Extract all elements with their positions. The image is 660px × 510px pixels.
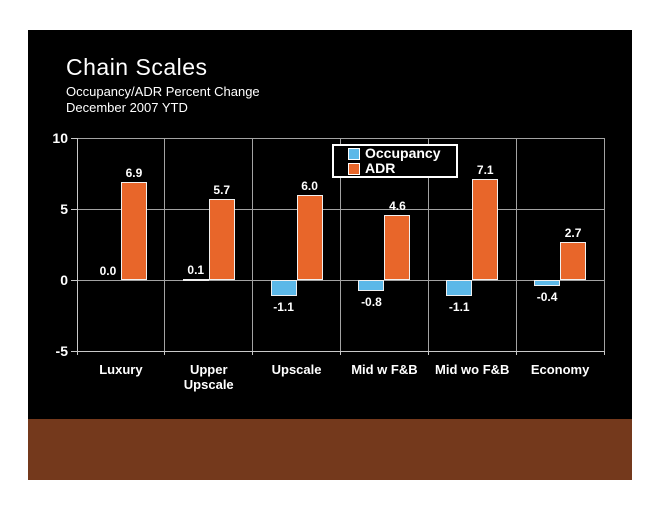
slide-subtitle-line1: Occupancy/ADR Percent Change — [66, 84, 260, 99]
category-label-6: Economy — [530, 362, 590, 377]
bar-value-label: -0.4 — [536, 289, 558, 304]
chart-legend: Occupancy ADR — [332, 144, 458, 178]
bar-adr-2 — [296, 194, 323, 280]
bar-value-label: 4.6 — [389, 198, 406, 213]
legend-swatch-adr-icon — [348, 162, 360, 175]
bar-value-label: 0.1 — [187, 262, 205, 277]
slide-subtitle-line2: December 2007 YTD — [66, 100, 188, 115]
gridline-vertical — [340, 138, 341, 351]
bar-adr-1 — [208, 199, 235, 280]
x-axis-tick — [252, 351, 254, 355]
bar-value-label: -1.1 — [273, 299, 294, 314]
bar-occupancy-3 — [358, 280, 385, 292]
y-axis-line — [76, 138, 78, 351]
gridline-vertical — [252, 138, 254, 351]
y-axis-tick-label: 5 — [60, 201, 68, 217]
slide-title: Chain Scales — [66, 54, 208, 80]
x-axis-tick — [515, 351, 517, 355]
category-label-5: Mid wo F&B — [435, 362, 510, 377]
x-axis-tick — [603, 351, 605, 355]
legend-item-adr: ADR — [348, 161, 456, 176]
gridline-vertical — [427, 138, 429, 351]
bar-occupancy-4 — [446, 280, 473, 296]
bar-occupancy-1 — [182, 278, 209, 281]
legend-swatch-occupancy-icon — [348, 147, 360, 160]
x-axis-tick — [427, 351, 429, 355]
category-label-3: Upscale — [271, 362, 322, 377]
legend-label-occupancy: Occupancy — [365, 145, 441, 161]
bar-adr-5 — [560, 241, 587, 280]
legend-label-adr: ADR — [365, 160, 396, 176]
slide-canvas: Chain Scales Occupancy/ADR Percent Chang… — [28, 30, 632, 419]
bar-value-label: 5.7 — [213, 183, 231, 198]
y-axis-tick-label: 10 — [52, 130, 68, 146]
gridline-vertical — [603, 138, 605, 351]
bar-value-label: 2.7 — [564, 225, 582, 240]
bar-value-label: 7.1 — [476, 163, 494, 178]
bar-value-label: 6.9 — [125, 166, 143, 181]
bar-value-label: -0.8 — [361, 295, 382, 310]
y-axis-tick-label: -5 — [55, 343, 68, 359]
y-axis-tick — [71, 137, 77, 139]
category-label-2: Upper Upscale — [183, 362, 234, 392]
title-block: Chain Scales Occupancy/ADR Percent Chang… — [66, 54, 260, 116]
bar-adr-0 — [120, 182, 147, 280]
footer-accent-bar — [28, 419, 632, 480]
legend-item-occupancy: Occupancy — [348, 146, 456, 161]
gridline-vertical — [515, 138, 517, 351]
category-label-4: Mid w F&B — [351, 362, 418, 377]
y-axis-tick-label: 0 — [60, 272, 68, 288]
y-axis-tick — [71, 350, 77, 352]
category-label-1: Luxury — [99, 362, 143, 377]
bar-occupancy-5 — [534, 280, 561, 286]
bar-value-label: 0.0 — [99, 264, 117, 278]
bar-chart: Occupancy ADR 10 5 0 -5 0.0 0.1 -1.1 -0.8 -1.1 -0.… — [28, 30, 632, 419]
gridline-vertical — [164, 138, 166, 351]
x-axis-line — [77, 350, 604, 352]
bar-occupancy-2 — [270, 280, 297, 296]
bar-value-label: -1.1 — [448, 299, 470, 314]
bar-adr-3 — [384, 214, 411, 280]
x-axis-tick — [76, 351, 78, 355]
x-axis-tick — [164, 351, 166, 355]
bar-value-label: 6.0 — [301, 178, 318, 193]
y-axis-tick — [71, 279, 77, 281]
x-axis-tick — [340, 351, 341, 355]
y-axis-tick — [71, 208, 77, 210]
bar-adr-4 — [472, 179, 499, 280]
